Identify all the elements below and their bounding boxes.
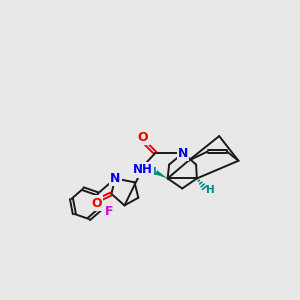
Polygon shape <box>155 170 168 178</box>
Text: NH: NH <box>133 164 153 176</box>
Text: H: H <box>148 167 157 176</box>
Text: F: F <box>104 205 113 218</box>
Text: O: O <box>138 131 148 144</box>
Text: N: N <box>110 172 120 185</box>
Text: N: N <box>178 146 188 160</box>
Text: O: O <box>92 196 102 210</box>
Text: H: H <box>206 185 214 195</box>
